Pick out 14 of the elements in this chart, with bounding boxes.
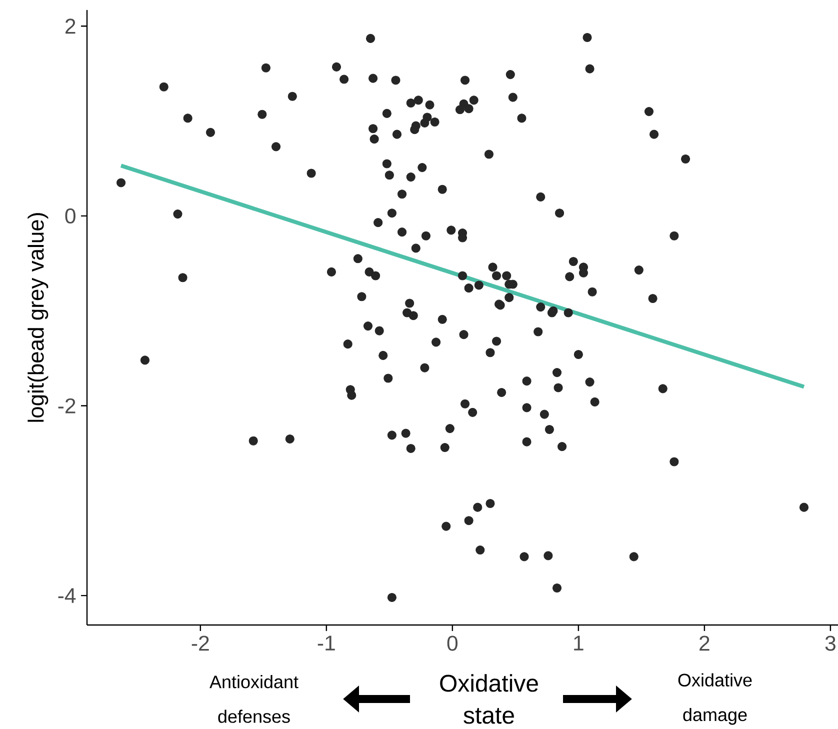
- x-axis-title: Oxidative state: [440, 674, 538, 724]
- y-tick-label: -2: [58, 398, 76, 414]
- x-tick-label: 0: [447, 636, 458, 651]
- y-tick-label: 0: [65, 208, 76, 224]
- y-axis-title: logit(bead grey value): [28, 213, 48, 422]
- y-tick-label: -4: [58, 588, 76, 603]
- x-tick-label: 2: [700, 636, 710, 651]
- x-tick-label: 3: [825, 636, 836, 651]
- x-tick-label: -1: [318, 636, 335, 650]
- text: Antioxidant defenses: [210, 675, 298, 723]
- x-tick-label: -2: [192, 636, 209, 651]
- y-tick-label: 2: [65, 18, 76, 34]
- x-tick-label: 1: [574, 636, 584, 650]
- text: Oxidative damage: [678, 673, 752, 725]
